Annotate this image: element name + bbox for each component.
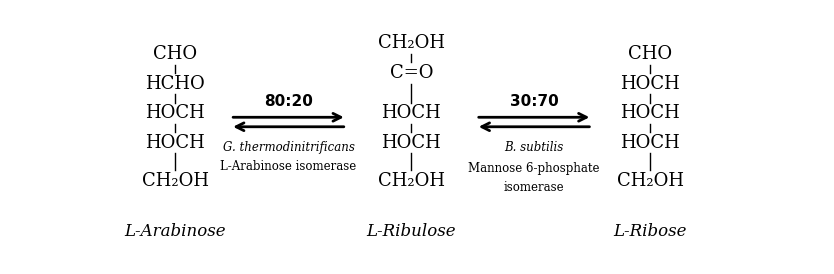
Text: HOCH: HOCH bbox=[620, 75, 681, 93]
Text: 80:20: 80:20 bbox=[264, 94, 313, 109]
Text: CH₂OH: CH₂OH bbox=[617, 172, 684, 190]
Text: G. thermodinitrificans: G. thermodinitrificans bbox=[223, 141, 354, 154]
Text: 30:70: 30:70 bbox=[510, 94, 559, 109]
Text: CH₂OH: CH₂OH bbox=[378, 172, 445, 190]
Text: isomerase: isomerase bbox=[504, 181, 565, 195]
Text: HCHO: HCHO bbox=[145, 75, 205, 93]
Text: HOCH: HOCH bbox=[145, 104, 205, 122]
Text: HOCH: HOCH bbox=[145, 134, 205, 152]
Text: CH₂OH: CH₂OH bbox=[378, 35, 445, 52]
Text: HOCH: HOCH bbox=[620, 134, 681, 152]
Text: HOCH: HOCH bbox=[620, 104, 681, 122]
Text: L-Ribulose: L-Ribulose bbox=[366, 223, 456, 240]
Text: B. subtilis: B. subtilis bbox=[505, 141, 564, 154]
Text: L-Ribose: L-Ribose bbox=[614, 223, 687, 240]
Text: CHO: CHO bbox=[628, 45, 672, 63]
Text: CH₂OH: CH₂OH bbox=[142, 172, 208, 190]
Text: CHO: CHO bbox=[153, 45, 198, 63]
Text: L-Arabinose: L-Arabinose bbox=[124, 223, 226, 240]
Text: Mannose 6-phosphate: Mannose 6-phosphate bbox=[469, 162, 600, 175]
Text: L-Arabinose isomerase: L-Arabinose isomerase bbox=[220, 160, 357, 173]
Text: C=O: C=O bbox=[389, 64, 433, 82]
Text: HOCH: HOCH bbox=[381, 104, 441, 122]
Text: HOCH: HOCH bbox=[381, 134, 441, 152]
